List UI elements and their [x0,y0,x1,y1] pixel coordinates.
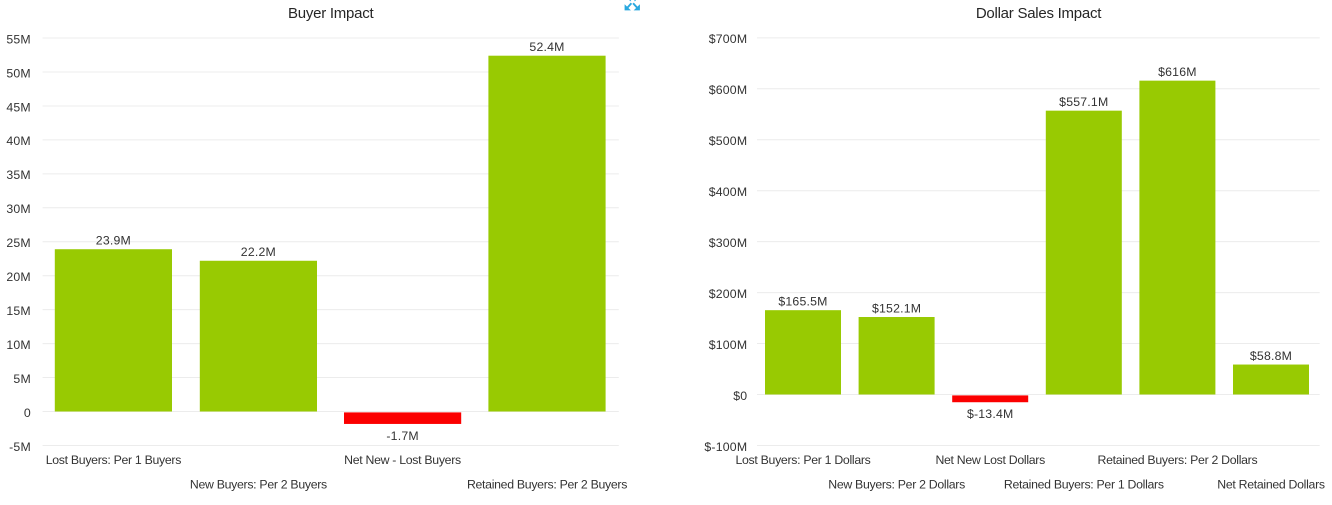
svg-text:Net New - Lost Buyers: Net New - Lost Buyers [344,453,461,467]
svg-text:Buyer Impact: Buyer Impact [288,5,374,22]
svg-text:35M: 35M [6,168,31,182]
svg-text:$700M: $700M [709,32,748,46]
svg-text:$165.5M: $165.5M [778,295,827,309]
svg-text:Net Retained Dollars: Net Retained Dollars [1217,477,1325,491]
svg-text:-5M: -5M [9,440,31,454]
svg-text:50M: 50M [6,66,31,80]
svg-text:Lost Buyers: Per 1 Buyers: Lost Buyers: Per 1 Buyers [46,453,181,467]
svg-text:$300M: $300M [709,236,748,250]
svg-text:Lost Buyers: Per 1 Dollars: Lost Buyers: Per 1 Dollars [735,453,870,467]
svg-text:$200M: $200M [709,287,748,301]
svg-text:$600M: $600M [709,83,748,97]
svg-text:5M: 5M [13,372,30,386]
svg-text:15M: 15M [6,304,31,318]
svg-text:20M: 20M [6,270,31,284]
svg-text:Retained Buyers: Per 2 Buyers: Retained Buyers: Per 2 Buyers [467,477,627,491]
svg-text:$0: $0 [733,389,747,403]
svg-text:0: 0 [24,406,31,420]
svg-text:55M: 55M [6,32,31,46]
svg-text:45M: 45M [6,100,31,114]
svg-text:Retained Buyers: Per 2 Dollars: Retained Buyers: Per 2 Dollars [1097,453,1257,467]
svg-text:Net New Lost Dollars: Net New Lost Dollars [935,453,1045,467]
svg-text:$400M: $400M [709,185,748,199]
svg-text:$152.1M: $152.1M [872,301,921,315]
svg-text:23.9M: 23.9M [96,234,131,248]
svg-text:52.4M: 52.4M [529,40,564,54]
svg-text:New Buyers: Per 2 Dollars: New Buyers: Per 2 Dollars [828,477,965,491]
svg-text:30M: 30M [6,202,31,216]
svg-text:New Buyers: Per 2 Buyers: New Buyers: Per 2 Buyers [190,477,327,491]
svg-text:40M: 40M [6,134,31,148]
svg-text:$557.1M: $557.1M [1059,95,1108,109]
svg-text:22.2M: 22.2M [241,245,276,259]
svg-text:Retained Buyers: Per 1 Dollars: Retained Buyers: Per 1 Dollars [1004,477,1164,491]
svg-text:$-100M: $-100M [704,440,747,454]
svg-text:10M: 10M [6,338,31,352]
svg-text:$100M: $100M [709,338,748,352]
svg-text:Dollar Sales Impact: Dollar Sales Impact [976,5,1102,22]
svg-text:$616M: $616M [1158,65,1197,79]
svg-text:$-13.4M: $-13.4M [967,407,1014,421]
svg-text:-1.7M: -1.7M [386,429,418,443]
svg-text:$500M: $500M [709,134,748,148]
svg-text:25M: 25M [6,236,31,250]
svg-text:$58.8M: $58.8M [1250,349,1292,363]
